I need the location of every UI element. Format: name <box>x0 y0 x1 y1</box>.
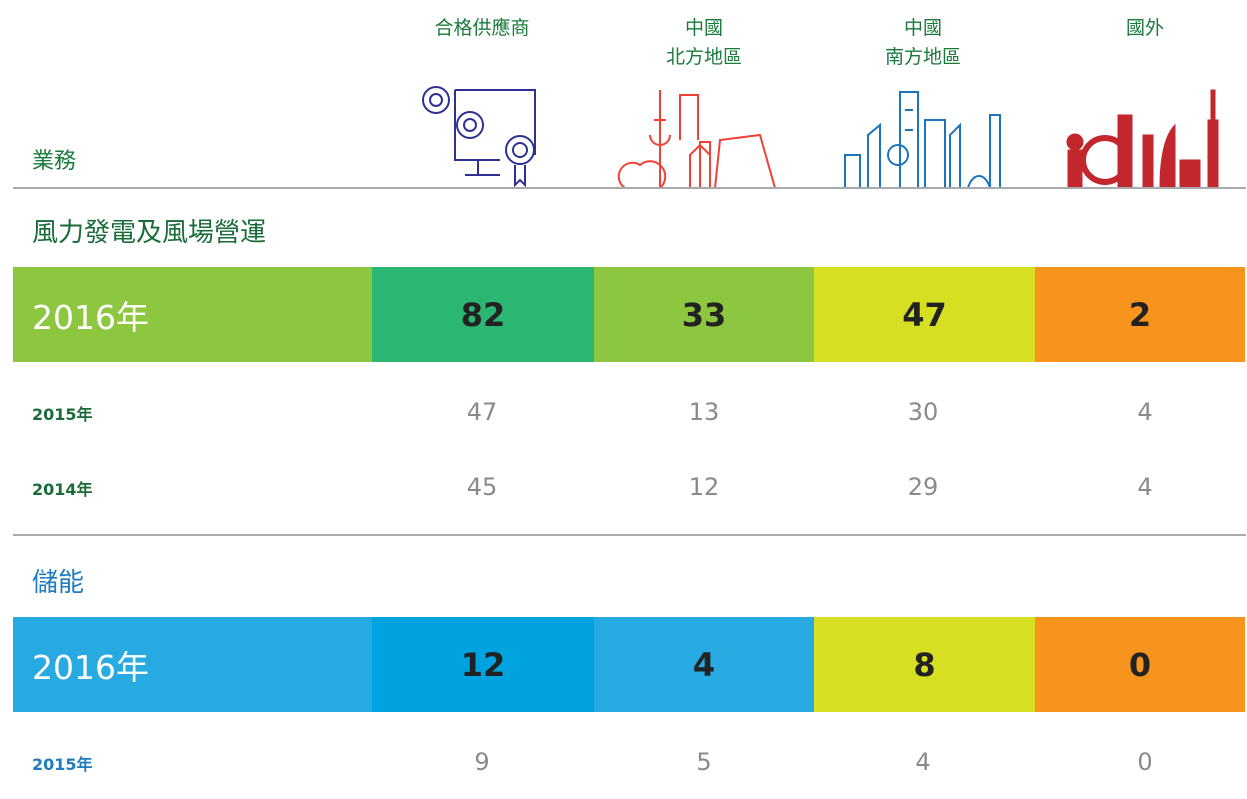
highlight-cell: 33 <box>594 267 814 362</box>
column-header: 合格供應商 <box>382 14 582 43</box>
value-cell: 45 <box>422 471 542 503</box>
highlight-cell: 2 <box>1035 267 1245 362</box>
highlight-cell: 0 <box>1035 617 1245 712</box>
column-header: 中國 <box>604 14 804 43</box>
value-cell: 5 <box>644 746 764 778</box>
highlight-cell: 82 <box>372 267 594 362</box>
value-cell: 12 <box>644 471 764 503</box>
page: 業務 (() => { const data = JSON.parse(docu… <box>0 0 1247 799</box>
value-cell: 30 <box>863 396 983 428</box>
highlight-cell: 12 <box>372 617 594 712</box>
year-label: 2015年 <box>32 401 93 425</box>
value-cell: 13 <box>644 396 764 428</box>
value-cell: 4 <box>863 746 983 778</box>
icons <box>0 80 1247 190</box>
value-cell: 29 <box>863 471 983 503</box>
section-rule <box>13 534 1246 536</box>
column-header: 中國 <box>823 14 1023 43</box>
value-cell: 4 <box>1085 396 1205 428</box>
column-header: 南方地區 <box>823 43 1023 72</box>
highlight-cell: 4 <box>594 617 814 712</box>
column-header: 北方地區 <box>604 43 804 72</box>
year-label: 2015年 <box>32 751 93 775</box>
value-cell: 9 <box>422 746 542 778</box>
highlight-row-label: 2016年 <box>13 617 372 712</box>
section-title: 風力發電及風場營運 <box>32 212 266 249</box>
year-label: 2014年 <box>32 476 93 500</box>
column-header: 國外 <box>1045 14 1245 43</box>
section-title: 儲能 <box>32 562 84 599</box>
value-cell: 0 <box>1085 746 1205 778</box>
highlight-cell: 8 <box>814 617 1035 712</box>
value-cell: 4 <box>1085 471 1205 503</box>
row-label-header: 業務 <box>32 143 76 175</box>
value-cell: 47 <box>422 396 542 428</box>
header-rule <box>13 187 1246 189</box>
highlight-row-label: 2016年 <box>13 267 372 362</box>
highlight-cell: 47 <box>814 267 1035 362</box>
